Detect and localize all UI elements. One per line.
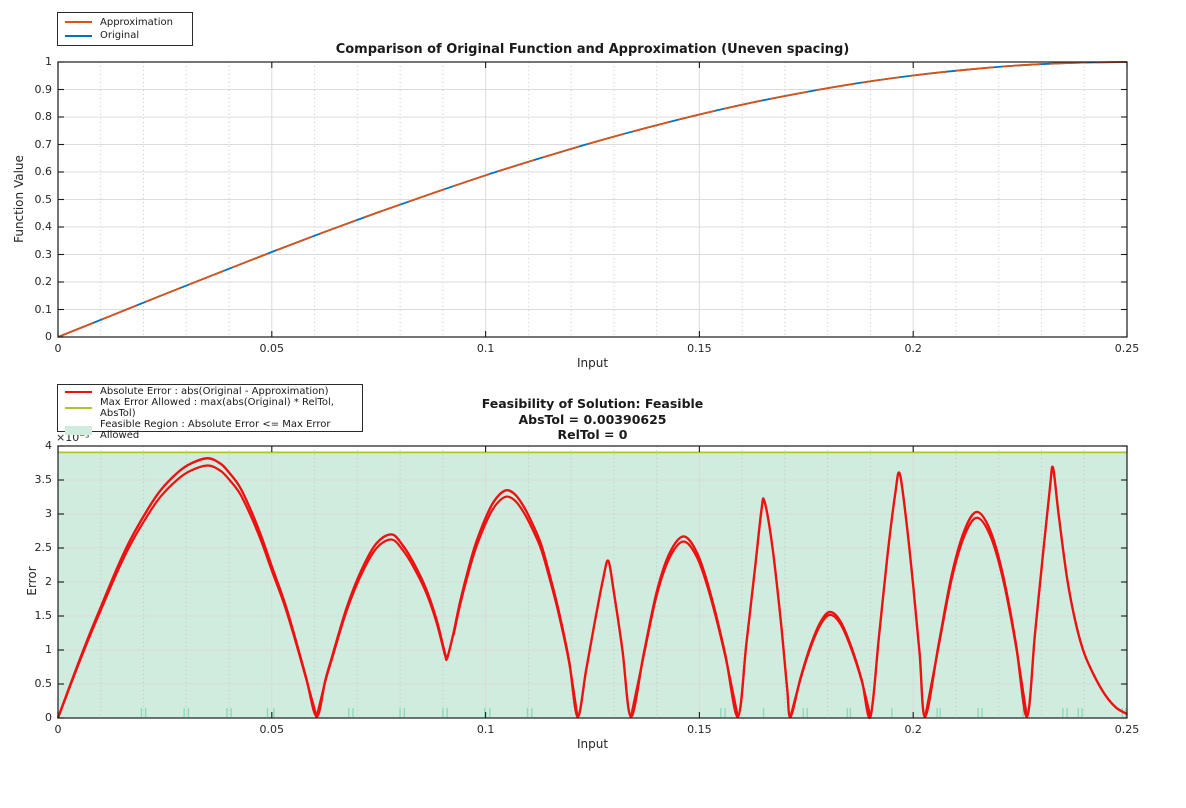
max-error-line-swatch xyxy=(65,407,92,409)
legend-label: Original xyxy=(100,30,140,42)
legend-item-max-error: Max Error Allowed : max(abs(Original) * … xyxy=(58,397,362,419)
top-plot-x-tick-label: 0.05 xyxy=(259,342,285,355)
top-plot-y-tick-label: 1 xyxy=(45,55,52,68)
legend-item-feasible-region: Feasible Region : Absolute Error <= Max … xyxy=(58,419,362,441)
top-plot-xlabel: Input xyxy=(576,356,609,370)
top-plot-y-tick-label: 0.6 xyxy=(34,165,53,178)
top-plot-y-tick-label: 0.9 xyxy=(34,82,53,96)
legend-label: Feasible Region : Absolute Error <= Max … xyxy=(100,419,331,441)
top-plot-y-tick-label: 0.3 xyxy=(34,247,53,261)
original-line-swatch xyxy=(65,34,92,37)
bottom-plot-x-tick-label: 0.1 xyxy=(476,723,495,736)
bottom-plot-y-tick-label: 3.5 xyxy=(34,473,53,486)
abstol-title-line: AbsTol = 0.00390625 xyxy=(518,411,667,427)
top-plot-y-tick-label: 0.2 xyxy=(34,275,53,288)
bottom-plot-y-tick-label: 1 xyxy=(45,643,52,656)
feasibility-title-line: Feasibility of Solution: Feasible xyxy=(481,396,704,411)
legend-label: Approximation xyxy=(100,16,173,28)
legend-label: Max Error Allowed : max(abs(Original) * … xyxy=(100,397,334,419)
reltol-title-line: RelTol = 0 xyxy=(557,427,628,442)
legend-label: Absolute Error : abs(Original - Approxim… xyxy=(100,386,329,397)
top-plot-y-tick-label: 0.4 xyxy=(34,220,53,233)
legend-item-absolute-error: Absolute Error : abs(Original - Approxim… xyxy=(58,386,362,397)
top-plot-title: Comparison of Original Function and Appr… xyxy=(335,42,850,57)
bottom-plot-y-tick-label: 0 xyxy=(45,711,52,724)
bottom-plot-legend: Absolute Error : abs(Original - Approxim… xyxy=(57,384,363,441)
top-plot-y-tick-label: 0.8 xyxy=(34,110,53,123)
bottom-plot-x-tick-label: 0 xyxy=(54,723,62,736)
bottom-plot-xlabel: Input xyxy=(576,737,609,751)
top-plot-x-tick-label: 0 xyxy=(54,342,62,355)
top-plot-x-tick-label: 0.2 xyxy=(904,342,922,355)
top-plot-x-tick-label: 0.25 xyxy=(1114,342,1140,355)
top-plot-x-tick-label: 0.1 xyxy=(476,342,495,355)
bottom-plot-title: Feasibility of Solution: Feasible AbsTol… xyxy=(58,396,1127,443)
bottom-plot-x-tick-label: 0.15 xyxy=(687,723,712,736)
bottom-plot-y-tick-label: 2.5 xyxy=(34,541,53,554)
top-plot-y-tick-label: 0.5 xyxy=(34,192,53,206)
bottom-plot-x-tick-label: 0.25 xyxy=(1114,723,1140,736)
absolute-error-curve xyxy=(57,457,1128,719)
bottom-plot-y-tick-label: 0.5 xyxy=(34,677,53,690)
top-plot-x-tick-label: 0.15 xyxy=(687,342,712,355)
bottom-plot-y-tick-label: 2 xyxy=(45,575,52,588)
legend-item-approximation: Approximation xyxy=(58,17,192,28)
absolute-error-line-swatch xyxy=(65,390,92,393)
approximation-line-swatch xyxy=(65,21,92,24)
bottom-plot-x-tick-label: 0.05 xyxy=(259,723,285,736)
bottom-plot-y-tick-label: 4 xyxy=(45,439,52,452)
feasible-region-area xyxy=(58,452,1127,718)
bottom-plot-y-tick-label: 3 xyxy=(45,507,52,520)
feasible-region-patch-swatch xyxy=(65,425,92,435)
top-plot-y-tick-label: 0.7 xyxy=(34,137,53,151)
top-plot-y-tick-label: 0.1 xyxy=(34,302,53,316)
bottom-plot-y-tick-label: 1.5 xyxy=(34,609,53,622)
bottom-plot-x-tick-label: 0.2 xyxy=(904,723,922,736)
top-plot-legend: Approximation Original xyxy=(57,12,193,46)
legend-item-original: Original xyxy=(58,30,192,41)
top-plot-y-tick-label: 0 xyxy=(45,330,52,343)
